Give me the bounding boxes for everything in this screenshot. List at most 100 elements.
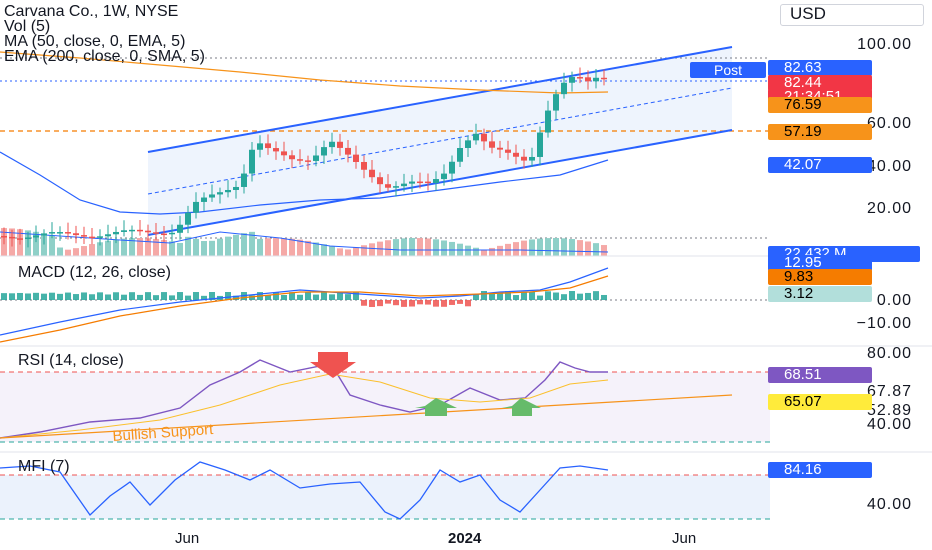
volume-bar (305, 240, 311, 256)
volume-bar (489, 247, 495, 256)
macd-bar (585, 292, 591, 300)
macd-signal-tag: 9.83 (768, 269, 872, 285)
volume-bar (313, 242, 319, 256)
candle-body (513, 152, 519, 157)
macd-bar (297, 294, 303, 300)
macd-bar (377, 300, 383, 307)
candle-body (313, 155, 319, 161)
volume-bar (153, 238, 159, 256)
candle-body (417, 181, 423, 184)
candle-body (257, 143, 263, 150)
ema-value-tag: 42.07 (768, 157, 872, 173)
volume-bar (585, 241, 591, 256)
candle-body (89, 236, 95, 239)
macd-panel-title[interactable]: MACD (12, 26, close) (18, 264, 171, 281)
candle-body (393, 186, 399, 188)
symbol-title[interactable]: Carvana Co., 1W, NYSE (4, 3, 179, 20)
candle-body (601, 77, 607, 80)
macd-bar (417, 300, 423, 305)
rsi-support-line[interactable] (0, 394, 733, 439)
macd-bar (209, 292, 215, 300)
macd-bar (193, 292, 199, 300)
macd-bar (281, 295, 287, 300)
volume-bar (441, 240, 447, 256)
candle-body (153, 232, 159, 234)
volume-bar (465, 245, 471, 256)
candle-body (273, 148, 279, 152)
macd-bar (249, 295, 255, 300)
price-tag-high: 82.63 (768, 60, 872, 76)
macd-bar (601, 294, 607, 300)
volume-bar (345, 249, 351, 256)
macd-histogram-tag: 3.12 (768, 286, 872, 302)
candle-body (177, 224, 183, 233)
ma-value-tag: 76.59 (768, 97, 872, 113)
candle-body (529, 156, 535, 161)
macd-bar (313, 294, 319, 300)
macd-bar (561, 294, 567, 300)
volume-bar (281, 238, 287, 256)
ema-indicator-label[interactable]: EMA (200, close, 0, SMA, 5) (4, 48, 205, 65)
volume-bar (297, 239, 303, 256)
volume-bar (521, 240, 527, 256)
macd-bar (593, 291, 599, 300)
macd-bar (97, 292, 103, 300)
volume-bar (321, 244, 327, 256)
candle-body (473, 133, 479, 141)
macd-bar (225, 292, 231, 300)
macd-bar (113, 292, 119, 300)
candle-body (569, 77, 575, 83)
candle-body (33, 235, 39, 238)
candle-body (169, 232, 175, 235)
price-tick-20: 20.00 (866, 200, 912, 217)
price-tick-100: 100.00 (857, 36, 912, 53)
candle-body (505, 149, 511, 153)
x-label-jun: Jun (175, 530, 200, 547)
macd-bar (129, 292, 135, 300)
vol-indicator-label[interactable]: Vol (5) (4, 18, 51, 35)
currency-label[interactable]: USD (790, 4, 826, 23)
macd-bar (201, 295, 207, 300)
candle-body (337, 141, 343, 148)
currency-selector[interactable] (780, 4, 924, 26)
post-button[interactable]: Post (690, 62, 766, 78)
candle-body (585, 77, 591, 82)
macd-bar (577, 293, 583, 300)
buy-arrow-marker-2 (502, 398, 541, 416)
volume-bar (65, 249, 71, 256)
volume-bar (329, 246, 335, 256)
macd-bar (177, 292, 183, 300)
volume-bar (385, 240, 391, 256)
candle-body (433, 179, 439, 183)
macd-bar (569, 291, 575, 300)
candle-body (321, 147, 327, 156)
rsi-panel-title[interactable]: RSI (14, close) (18, 352, 124, 369)
volume-bar (425, 238, 431, 256)
volume-bar (49, 235, 55, 256)
level-tag-5719: 57.19 (768, 124, 872, 140)
candle-body (209, 194, 215, 198)
volume-bar (137, 238, 143, 256)
volume-bar (369, 243, 375, 256)
rsi-tick-80: 80.00 (866, 345, 912, 362)
macd-bar (25, 293, 31, 300)
volume-bar (433, 239, 439, 256)
macd-bar (57, 293, 63, 300)
candle-body (105, 234, 111, 237)
macd-bar (33, 292, 39, 300)
mfi-panel-title[interactable]: MFI (7) (18, 458, 70, 475)
candlesticks[interactable] (1, 67, 607, 248)
rsi-line (0, 359, 608, 439)
rsi-tick-6787: 67.87 (866, 383, 912, 400)
candle-body (161, 233, 167, 236)
macd-bar (473, 294, 479, 300)
rsi-ma-tag: 65.07 (768, 394, 872, 410)
volume-bar (41, 233, 47, 256)
macd-bar (465, 300, 471, 307)
macd-bar (65, 292, 71, 300)
candle-body (17, 238, 23, 240)
ma-indicator-label[interactable]: MA (50, close, 0, EMA, 5) (4, 33, 186, 50)
volume-bar (169, 241, 175, 256)
macd-bar (537, 295, 543, 300)
